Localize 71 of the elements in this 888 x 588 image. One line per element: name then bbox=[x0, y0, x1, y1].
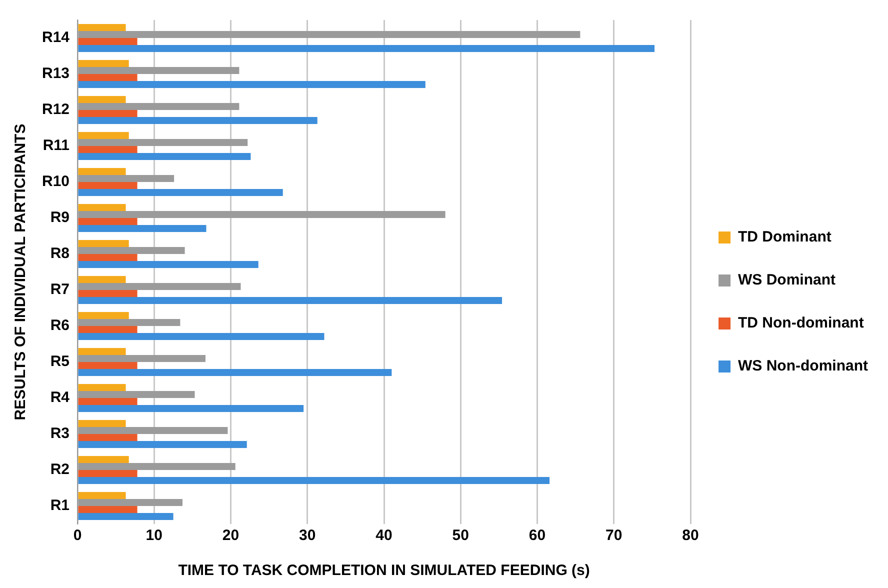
bar bbox=[78, 420, 126, 427]
bar bbox=[78, 45, 655, 52]
y-tick-label: R5 bbox=[50, 353, 70, 370]
bar bbox=[78, 297, 502, 304]
y-tick-label: R11 bbox=[42, 137, 70, 154]
bar bbox=[78, 326, 138, 334]
y-tick-label: R7 bbox=[50, 281, 70, 298]
bar bbox=[78, 398, 138, 406]
bar bbox=[78, 132, 129, 139]
bar bbox=[78, 218, 138, 226]
bar bbox=[78, 456, 129, 463]
x-tick-label: 30 bbox=[299, 527, 316, 544]
x-tick-label: 60 bbox=[528, 527, 546, 544]
bar bbox=[78, 434, 138, 442]
y-tick-label: R6 bbox=[50, 317, 70, 334]
bar bbox=[78, 182, 138, 190]
legend-label: WS Dominant bbox=[738, 272, 836, 289]
bar bbox=[78, 290, 138, 298]
bar bbox=[78, 348, 126, 355]
bar bbox=[78, 189, 283, 196]
bar bbox=[78, 146, 138, 154]
bar bbox=[78, 38, 138, 46]
y-tick-label: R1 bbox=[50, 497, 70, 514]
bar bbox=[78, 470, 138, 478]
bar bbox=[78, 333, 324, 340]
y-tick-label: R3 bbox=[50, 425, 70, 442]
bar bbox=[78, 60, 129, 67]
y-tick-label: R10 bbox=[42, 173, 70, 190]
legend-label: TD Non-dominant bbox=[738, 314, 864, 332]
x-tick-label: 80 bbox=[682, 527, 699, 544]
bar bbox=[78, 492, 126, 499]
bar bbox=[78, 513, 174, 520]
bar bbox=[78, 204, 126, 211]
bar bbox=[78, 276, 126, 283]
y-tick-label: R2 bbox=[50, 461, 70, 478]
bar bbox=[78, 441, 247, 448]
x-tick-label: 50 bbox=[452, 527, 469, 544]
bar bbox=[78, 24, 126, 31]
legend-label: WS Non-dominant bbox=[738, 358, 868, 375]
bar bbox=[78, 254, 138, 262]
bar bbox=[78, 168, 126, 175]
y-tick-label: R4 bbox=[50, 389, 70, 406]
x-axis-title: TIME TO TASK COMPLETION IN SIMULATED FEEDING (s) bbox=[178, 562, 590, 580]
y-tick-label: R8 bbox=[50, 245, 70, 262]
bar bbox=[78, 81, 426, 88]
x-tick-label: 40 bbox=[376, 527, 392, 544]
bar bbox=[78, 261, 258, 268]
bar bbox=[78, 312, 129, 319]
bar bbox=[78, 369, 392, 376]
legend-label: TD Dominant bbox=[738, 228, 832, 246]
bar bbox=[78, 117, 318, 124]
bar bbox=[78, 153, 251, 160]
x-tick-label: 70 bbox=[606, 527, 622, 544]
x-tick-label: 0 bbox=[73, 527, 82, 544]
bar bbox=[78, 96, 126, 103]
bar bbox=[78, 225, 206, 232]
y-tick-label: R14 bbox=[42, 29, 70, 46]
bar bbox=[78, 74, 138, 82]
bar bbox=[78, 240, 129, 247]
x-tick-label: 20 bbox=[222, 527, 240, 544]
y-tick-label: R9 bbox=[50, 209, 70, 226]
x-tick-label: 10 bbox=[146, 527, 162, 544]
bar bbox=[78, 110, 138, 118]
y-axis-title: RESULTS OF INDIVIDUAL PARTICIPANTS bbox=[12, 124, 30, 420]
bar bbox=[78, 405, 304, 412]
y-tick-label: R12 bbox=[42, 101, 70, 118]
bar bbox=[78, 362, 138, 370]
bar bbox=[78, 477, 550, 484]
y-tick-label: R13 bbox=[42, 65, 70, 82]
bar bbox=[78, 384, 126, 391]
bar bbox=[78, 506, 138, 514]
